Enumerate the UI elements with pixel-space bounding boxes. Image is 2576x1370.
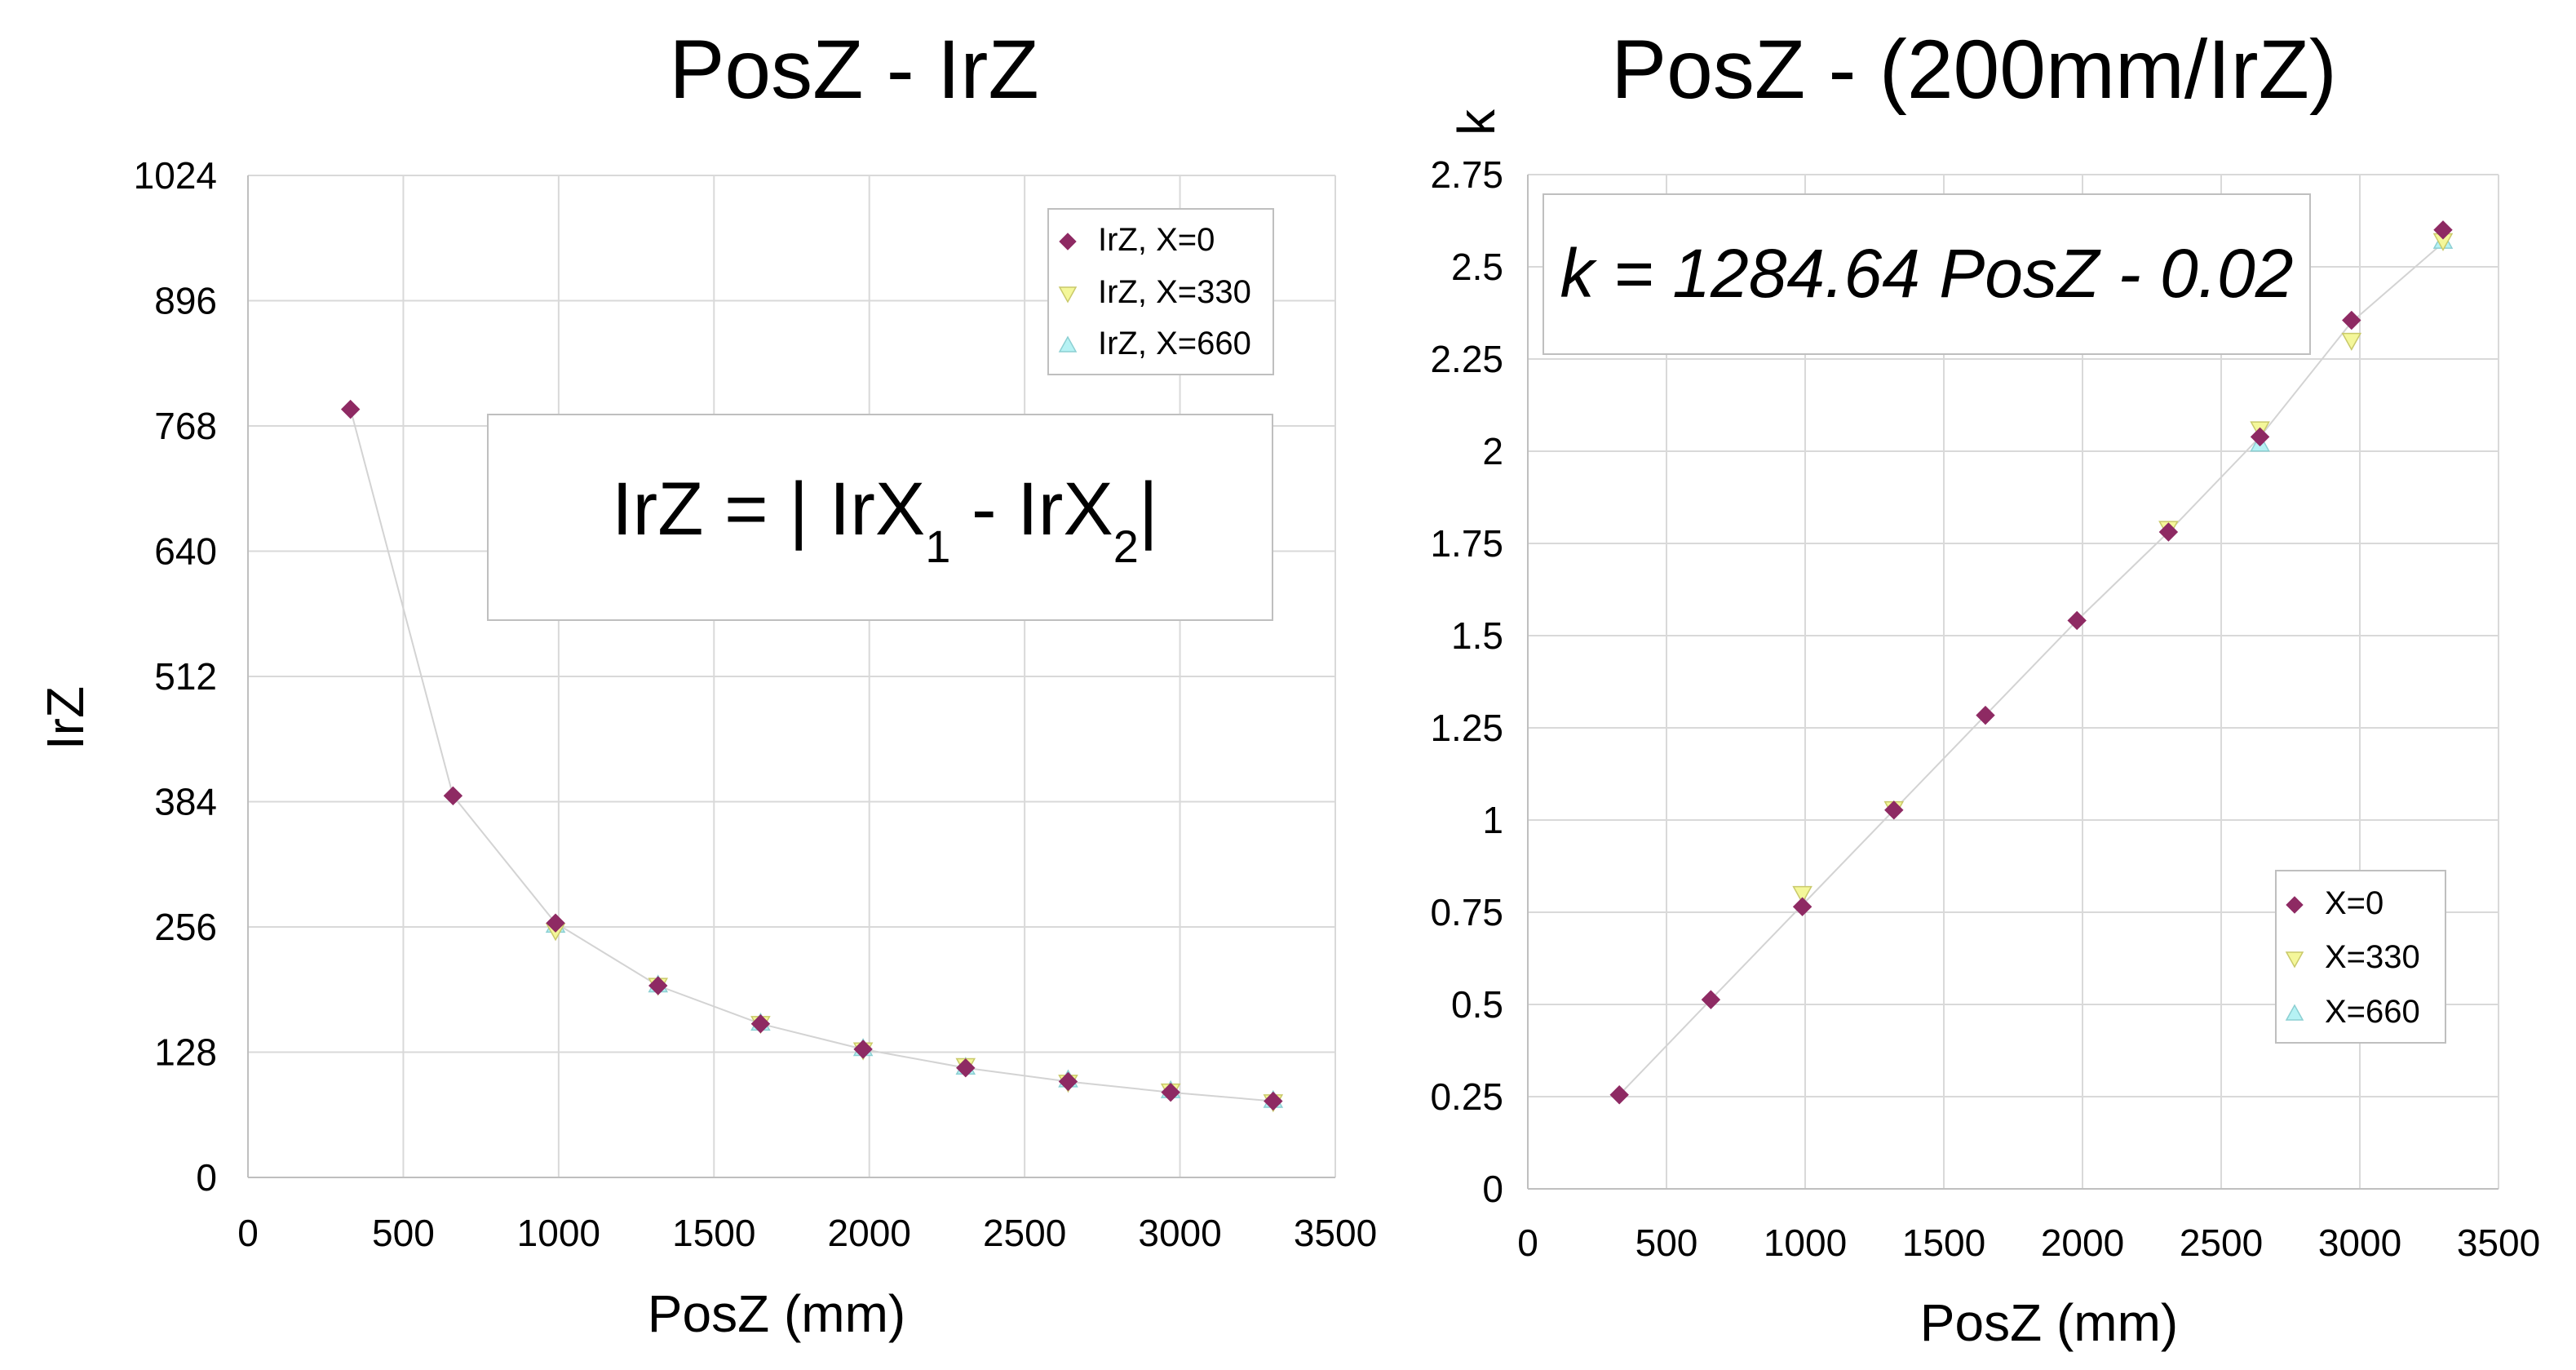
x-tick-label: 500: [1635, 1221, 1698, 1264]
legend-label: IrZ, X=0: [1098, 222, 1215, 258]
x-tick-label: 1000: [1764, 1221, 1847, 1264]
y-tick-label: 128: [154, 1031, 217, 1074]
y-tick-label: 256: [154, 906, 217, 948]
y-tick-label: 384: [154, 781, 217, 823]
data-point: [2250, 427, 2270, 447]
legend-marker: [1058, 335, 1078, 352]
y-tick-label: 2: [1482, 430, 1503, 472]
data-point: [853, 1040, 873, 1059]
legend: X=0 X=330 X=660: [2275, 870, 2446, 1044]
legend-label: IrZ, X=330: [1098, 274, 1251, 310]
data-point: [956, 1057, 976, 1078]
chart-title: PosZ - (200mm/IrZ): [1611, 23, 2337, 116]
legend-marker: [2285, 951, 2304, 969]
data-point: [2342, 310, 2361, 330]
y-tick-label: 640: [154, 530, 217, 573]
x-tick-label: 3500: [2457, 1221, 2540, 1264]
y-tick-label: 896: [154, 280, 217, 322]
equation-end: |: [1139, 468, 1158, 551]
x-tick-label: 2500: [983, 1212, 1066, 1254]
data-point: [648, 976, 668, 995]
data-point: [1976, 705, 1995, 725]
equation-subscript-1: 1: [925, 521, 950, 572]
x-tick-label: 2000: [828, 1212, 911, 1254]
legend-marker: [2286, 896, 2304, 914]
data-point: [2433, 220, 2453, 240]
x-tick-label: 2000: [2041, 1221, 2124, 1264]
legend-label: X=660: [2325, 994, 2420, 1030]
y-tick-label: 2.25: [1430, 338, 1503, 380]
x-tick-label: 1500: [1902, 1221, 1985, 1264]
equation-main: IrZ = | IrX: [612, 468, 925, 551]
x-tick-label: 3000: [2318, 1221, 2401, 1264]
chart-k: PosZ - (200mm/IrZ) k PosZ (mm) 0 500 1000 1…: [1430, 23, 2540, 1352]
y-tick-label: 2.75: [1430, 153, 1503, 196]
x-tick-label: 0: [237, 1212, 259, 1254]
y-tick-label: 512: [154, 655, 217, 698]
data-point: [2067, 610, 2087, 631]
x-tick-label: 500: [372, 1212, 435, 1254]
y-tick-label: 1.5: [1451, 614, 1503, 657]
y-tick-label: 1024: [134, 154, 217, 197]
y-axis-title: IrZ: [36, 686, 95, 750]
y-axis-title: k: [1447, 109, 1506, 135]
y-tick-label: 2.5: [1451, 246, 1503, 288]
legend-label: X=330: [2325, 939, 2420, 975]
equation-mid: - IrX: [950, 468, 1113, 551]
data-point: [1161, 1082, 1180, 1102]
data-point: [546, 913, 565, 933]
data-point: [1792, 885, 1812, 904]
y-tick-label: 0.25: [1430, 1075, 1503, 1118]
y-tick-label: 0: [1482, 1168, 1503, 1210]
y-tick-label: 0.5: [1451, 983, 1503, 1026]
y-tick-label: 0: [196, 1156, 217, 1199]
equation: k = 1284.64 PosZ - 0.02: [1560, 235, 2294, 312]
y-tick-label: 1.75: [1430, 522, 1503, 565]
plot-area: 0 500 1000 1500 2000 2500 3000 3500 0 0.25 0.5 0.75…: [1430, 153, 2540, 1264]
data-point: [1792, 897, 1812, 916]
chart-title: PosZ - IrZ: [669, 23, 1038, 116]
legend: IrZ, X=0 IrZ, X=330 IrZ, X=660: [1047, 208, 1274, 375]
x-tick-label: 2500: [2180, 1221, 2263, 1264]
x-axis-title: PosZ (mm): [648, 1284, 905, 1343]
data-point: [1884, 800, 1904, 820]
plot-area: 0 500 1000 1500 2000 2500 3000 3500 0 128 256 384 51…: [134, 154, 1378, 1254]
trend-line: [1618, 242, 2444, 1096]
data-point: [1609, 1085, 1629, 1105]
y-tick-label: 1.25: [1430, 707, 1503, 749]
data-point: [1264, 1091, 1283, 1111]
data-point: [1701, 990, 1721, 1009]
equation-subscript-2: 2: [1113, 521, 1139, 572]
data-point: [750, 1014, 771, 1034]
svg-text:IrZ = | IrX1 - IrX2|: IrZ = | IrX1 - IrX2|: [612, 468, 1158, 572]
data-point: [2158, 522, 2179, 542]
chart-irz: PosZ - IrZ IrZ PosZ (mm) 0 500 1000 1500 200…: [36, 23, 1377, 1343]
x-tick-label: 1500: [672, 1212, 755, 1254]
legend-marker: [1058, 286, 1078, 304]
x-axis-title: PosZ (mm): [1920, 1293, 2178, 1352]
legend-label: IrZ, X=660: [1098, 326, 1251, 361]
x-tick-label: 1000: [517, 1212, 600, 1254]
trend-line: [349, 409, 1273, 1102]
x-tick-label: 3000: [1138, 1212, 1221, 1254]
data-point: [2341, 332, 2362, 351]
equation-box: k = 1284.64 PosZ - 0.02: [1543, 193, 2311, 355]
x-tick-label: 0: [1517, 1221, 1538, 1264]
legend-marker: [2285, 1004, 2304, 1021]
data-point: [340, 399, 361, 419]
legend-label: X=0: [2325, 885, 2383, 921]
y-tick-label: 0.75: [1430, 891, 1503, 933]
equation-box: IrZ = | IrX1 - IrX2|: [487, 414, 1273, 621]
x-tick-label: 3500: [1294, 1212, 1377, 1254]
y-tick-label: 768: [154, 405, 217, 447]
data-point: [1058, 1071, 1078, 1092]
y-tick-label: 1: [1482, 799, 1503, 841]
legend-marker: [1059, 233, 1077, 251]
data-point: [443, 786, 463, 806]
